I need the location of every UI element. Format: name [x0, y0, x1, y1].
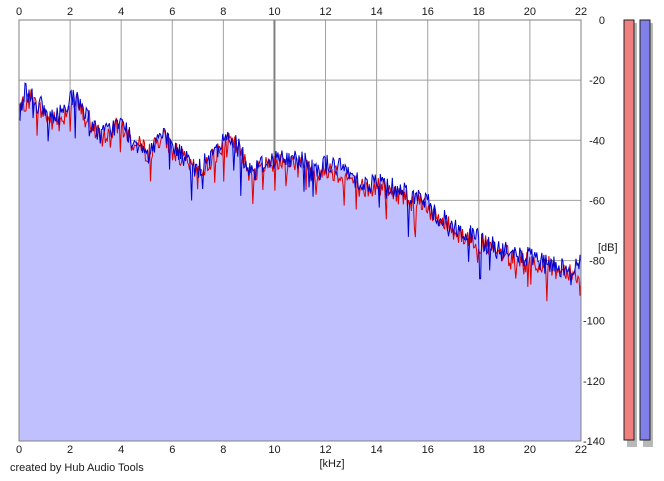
x-tick-label-top: 18 — [473, 6, 485, 18]
x-tick-label-bottom: 16 — [422, 444, 434, 456]
x-tick-label-bottom: 14 — [371, 444, 383, 456]
x-tick-label-bottom: 10 — [268, 444, 280, 456]
x-tick-label-top: 2 — [67, 6, 73, 18]
x-tick-label-top: 6 — [169, 6, 175, 18]
y-tick-label: -60 — [589, 195, 605, 207]
plot-frame — [18, 19, 582, 442]
x-tick-label-top: 10 — [268, 6, 280, 18]
y-tick-label: -80 — [589, 256, 605, 268]
series-line-1 — [18, 88, 582, 302]
level-meters — [623, 19, 653, 447]
x-tick-label-bottom: 0 — [16, 444, 22, 456]
x-axis-label: [kHz] — [319, 458, 344, 470]
y-tick-label: -40 — [589, 135, 605, 147]
x-axis-bottom-tick-labels: 0 2 4 6 8 10 12 14 16 18 20 22 — [16, 444, 587, 456]
y-tick-label: -20 — [589, 75, 605, 87]
x-tick-label-top: 14 — [371, 6, 383, 18]
x-tick-label-bottom: 20 — [524, 444, 536, 456]
x-tick-label-bottom: 18 — [473, 444, 485, 456]
series-layer — [18, 82, 582, 302]
x-tick-label-top: 12 — [319, 6, 331, 18]
y-tick-label: -140 — [583, 436, 605, 448]
series-line-2 — [18, 82, 582, 286]
level-meter-2 — [639, 19, 651, 441]
spectrum-fill-area — [19, 83, 581, 442]
y-axis-label: [dB] — [598, 242, 618, 254]
x-tick-label-top: 22 — [575, 6, 587, 18]
x-tick-label-bottom: 2 — [67, 444, 73, 456]
credit-text: created by Hub Audio Tools — [10, 462, 144, 474]
x-tick-label-bottom: 4 — [118, 444, 124, 456]
x-tick-label-top: 20 — [524, 6, 536, 18]
level-meter-1 — [623, 19, 635, 441]
x-tick-label-top: 16 — [422, 6, 434, 18]
y-tick-label: 0 — [599, 15, 605, 27]
x-tick-label-bottom: 22 — [575, 444, 587, 456]
x-axis-top-tick-labels: 0 2 4 6 8 10 12 14 16 18 20 22 — [16, 6, 587, 18]
x-tick-label-bottom: 12 — [319, 444, 331, 456]
y-axis-tick-labels: 0 -20 -40 -60 -80 -100 -120 -140 — [583, 15, 605, 448]
x-tick-label-bottom: 8 — [220, 444, 226, 456]
plot-area — [18, 19, 582, 442]
x-tick-label-top: 0 — [16, 6, 22, 18]
y-tick-label: -100 — [583, 316, 605, 328]
x-tick-label-top: 8 — [220, 6, 226, 18]
x-tick-label-bottom: 6 — [169, 444, 175, 456]
x-tick-label-top: 4 — [118, 6, 124, 18]
y-tick-label: -120 — [583, 376, 605, 388]
